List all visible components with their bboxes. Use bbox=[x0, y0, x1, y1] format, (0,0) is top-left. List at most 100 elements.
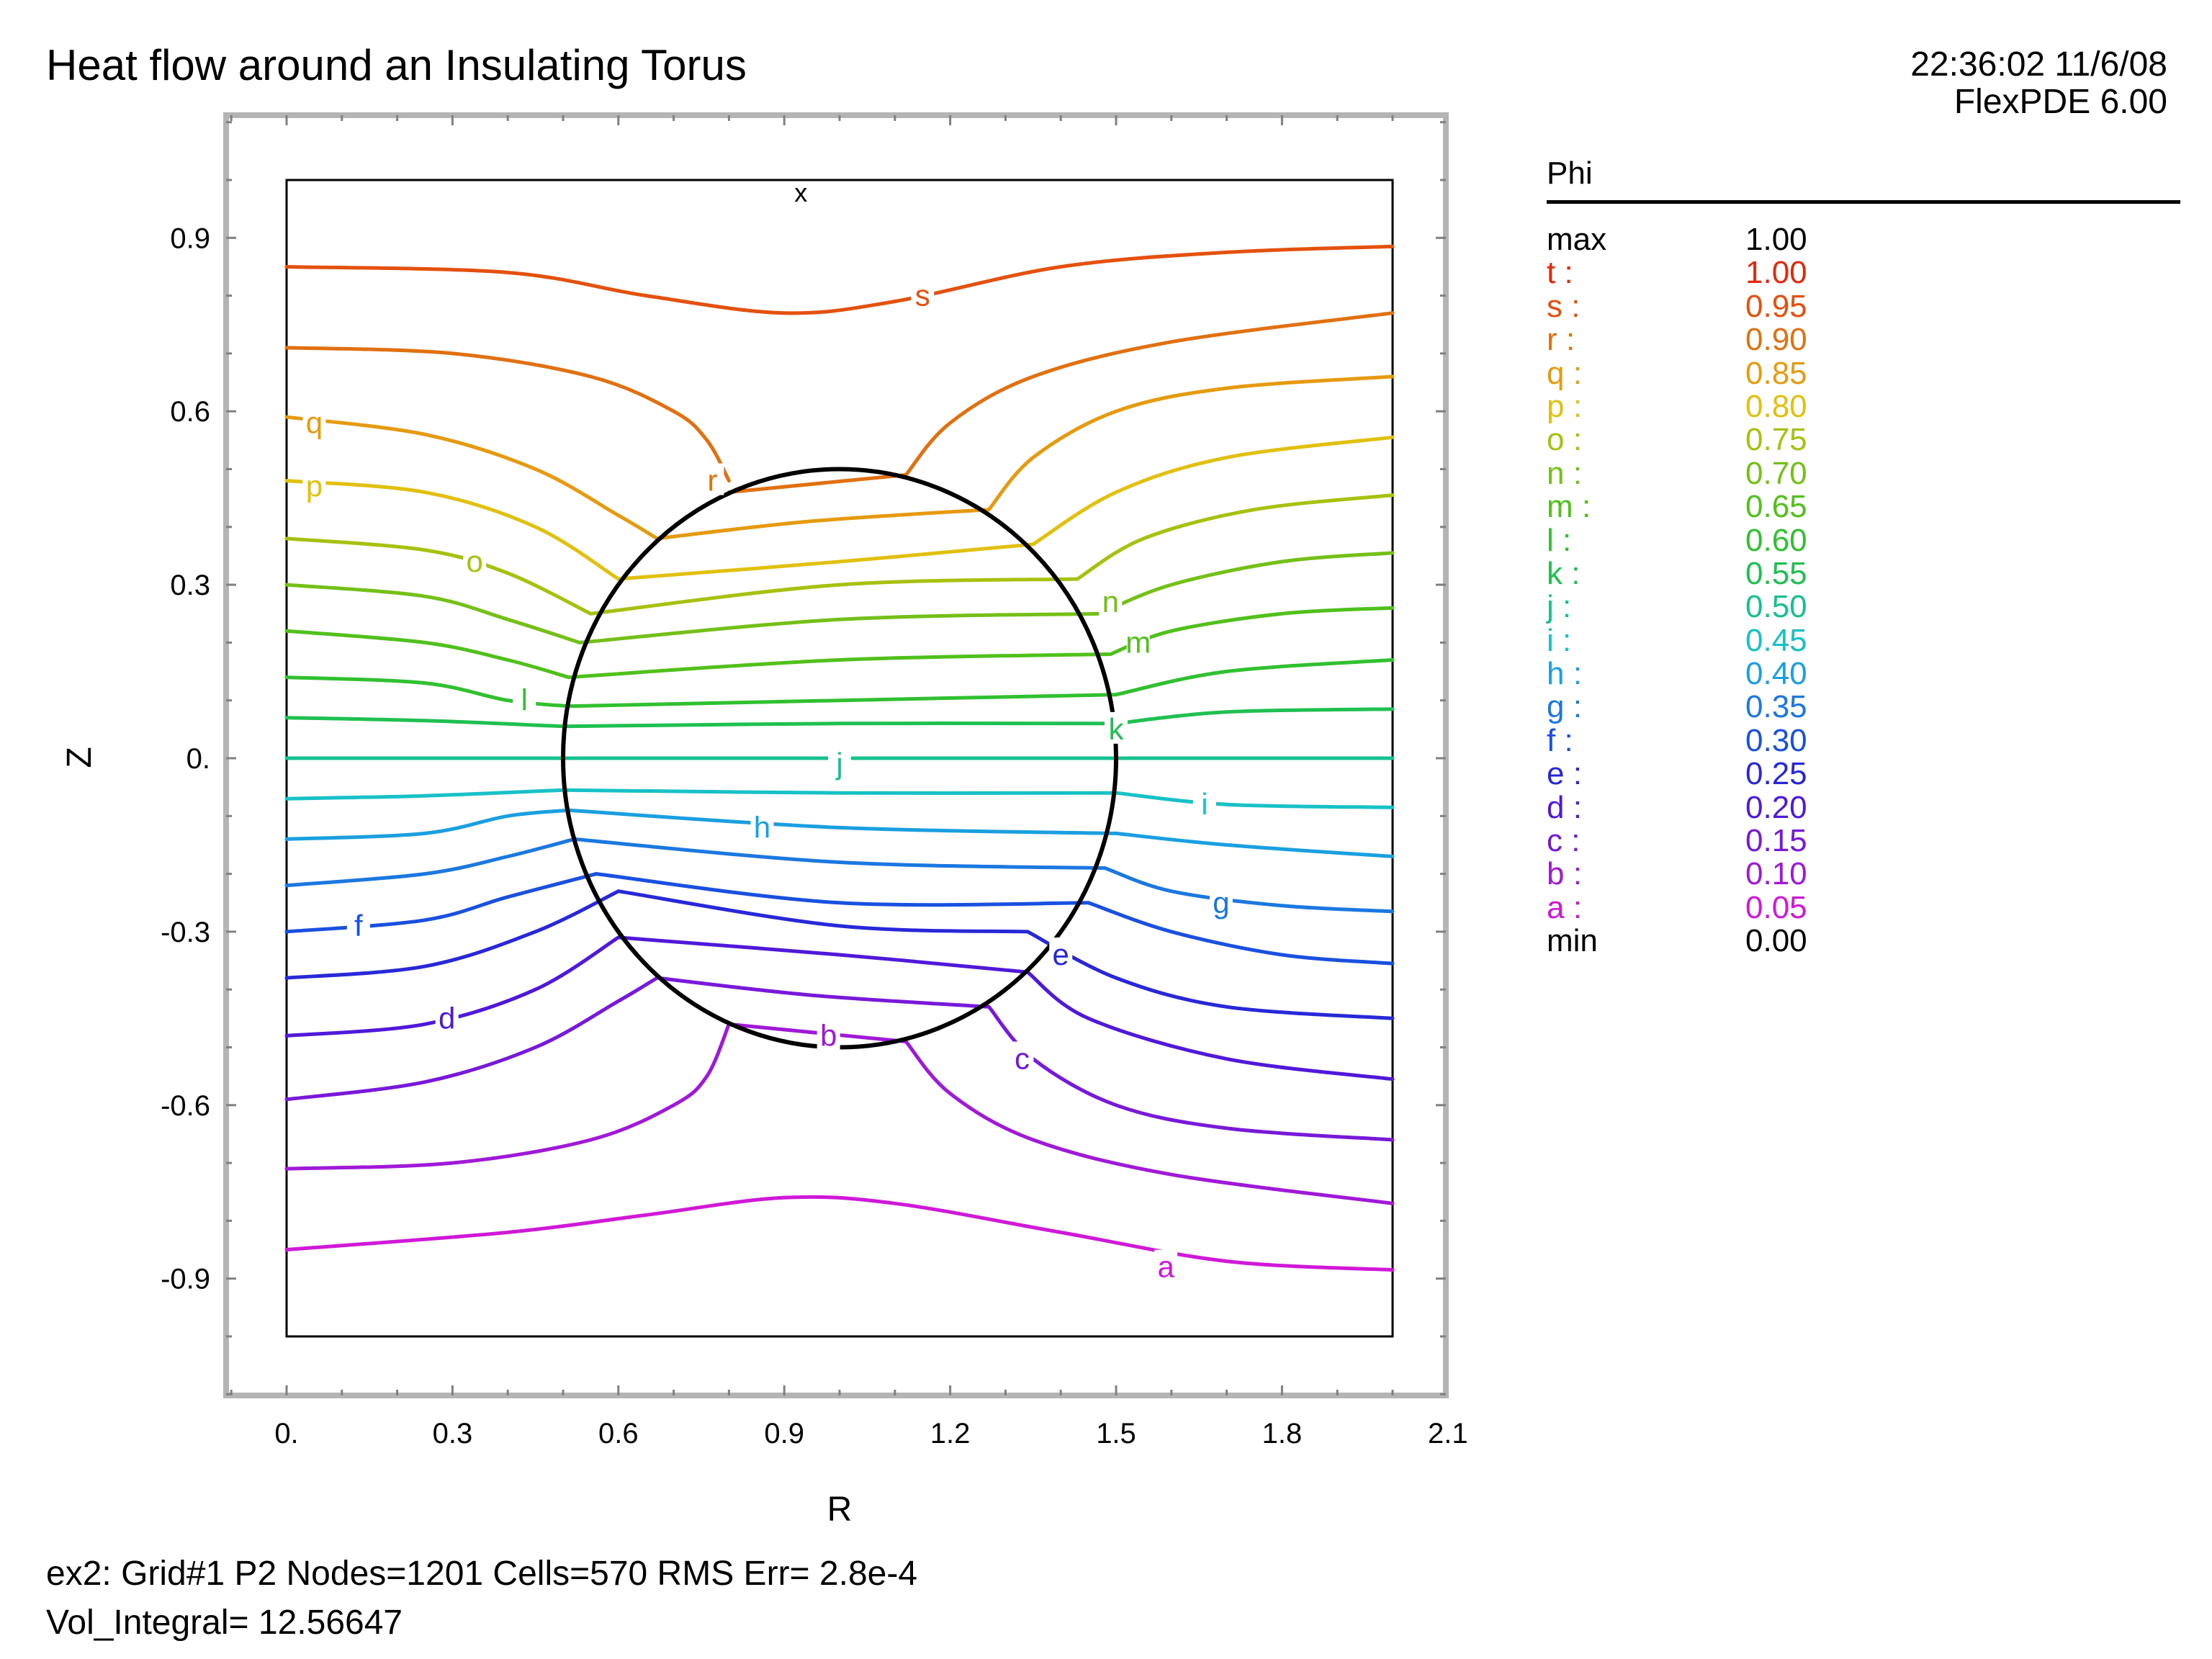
legend-row: k : 0.55 bbox=[1547, 557, 2180, 590]
contour-label-background bbox=[435, 1001, 459, 1033]
legend-value: 0.10 bbox=[1745, 856, 1807, 892]
legend-value: 1.00 bbox=[1745, 255, 1807, 291]
run-info: ex2: Grid#1 P2 Nodes=1201 Cells=570 RMS … bbox=[46, 1555, 918, 1593]
contour-line-k bbox=[1114, 707, 1395, 726]
contour-label-p: p bbox=[306, 469, 323, 503]
legend-label: i : bbox=[1547, 622, 1572, 658]
legend-label: h : bbox=[1547, 656, 1582, 692]
legend-label: m : bbox=[1547, 489, 1591, 525]
legend-value: 0.50 bbox=[1745, 589, 1807, 625]
outer-plot-frame bbox=[223, 112, 1449, 1398]
max-marker: x bbox=[794, 178, 807, 207]
contour-label-r: r bbox=[707, 464, 717, 498]
contour-line-c bbox=[655, 976, 991, 1009]
contour-label-background bbox=[463, 544, 487, 576]
y-tick-label: 0.6 bbox=[170, 396, 210, 428]
contour-label-l: l bbox=[521, 683, 528, 717]
contour-line-n bbox=[577, 611, 1102, 644]
x-axis-label: R bbox=[827, 1491, 853, 1529]
legend-label: f : bbox=[1547, 722, 1573, 758]
contour-line-q bbox=[986, 374, 1395, 512]
contour-line-h bbox=[284, 808, 571, 841]
contour-label-background bbox=[701, 463, 724, 495]
legend-row: g : 0.35 bbox=[1547, 691, 2180, 724]
legend-value: 0.25 bbox=[1745, 756, 1807, 792]
contour-line-e bbox=[284, 889, 621, 980]
y-axis-label: Z bbox=[60, 747, 99, 768]
contour-line-f bbox=[284, 872, 598, 934]
contour-label-q: q bbox=[306, 405, 323, 439]
contour-line-s bbox=[284, 244, 1395, 315]
legend: max 1.00 t : 1.00 s : 0.95 r : 0.90 q : 0.85 p : 0.… bbox=[1547, 223, 2180, 958]
legend-value: 0.45 bbox=[1745, 622, 1807, 658]
legend-value: 0.00 bbox=[1745, 923, 1807, 959]
contour-label-background bbox=[828, 747, 851, 779]
contour-label-b: b bbox=[820, 1018, 837, 1052]
contour-line-r bbox=[727, 473, 908, 495]
legend-value: 0.20 bbox=[1745, 789, 1807, 825]
legend-row: q : 0.85 bbox=[1547, 356, 2180, 390]
contour-line-b bbox=[904, 1040, 1395, 1205]
legend-label: p : bbox=[1547, 388, 1582, 424]
legend-label: b : bbox=[1547, 856, 1582, 892]
contour-label-background bbox=[1126, 625, 1150, 657]
page-title: Heat flow around an Insulating Torus bbox=[46, 41, 747, 89]
x-tick-label: 1.2 bbox=[930, 1418, 971, 1449]
contour-label-j: j bbox=[835, 747, 842, 781]
legend-value: 0.70 bbox=[1745, 455, 1807, 491]
x-tick-label: 0.6 bbox=[598, 1418, 639, 1449]
legend-value: 0.95 bbox=[1745, 288, 1807, 324]
contour-line-r bbox=[904, 311, 1395, 477]
contour-line-f bbox=[594, 872, 1091, 907]
legend-value: 1.00 bbox=[1745, 222, 1807, 257]
legend-value: 0.55 bbox=[1745, 555, 1807, 591]
legend-label: n : bbox=[1547, 455, 1582, 491]
volume-integral: Vol_Integral= 12.56647 bbox=[46, 1604, 403, 1642]
contour-label-h: h bbox=[754, 810, 770, 844]
contour-label-background bbox=[1049, 938, 1073, 970]
contour-line-d bbox=[284, 935, 621, 1038]
legend-row: t : 1.00 bbox=[1547, 256, 2180, 289]
legend-value: 0.15 bbox=[1745, 823, 1807, 859]
contour-line-e bbox=[616, 889, 1030, 934]
x-tick-label: 0. bbox=[274, 1418, 298, 1449]
legend-row: p : 0.80 bbox=[1547, 390, 2180, 423]
y-tick-label: -0.3 bbox=[161, 917, 210, 948]
contour-labels: s r qp o nm l k j i h g f e d c b a bbox=[302, 278, 1233, 1284]
contour-label-o: o bbox=[466, 544, 482, 578]
contour-line-l bbox=[284, 675, 571, 709]
contour-line-c bbox=[284, 976, 660, 1102]
contour-label-background bbox=[513, 683, 536, 715]
legend-title: Phi bbox=[1547, 156, 1593, 191]
contour-line-i bbox=[1114, 791, 1395, 809]
contour-label-background bbox=[1010, 1041, 1034, 1074]
legend-value: 0.75 bbox=[1745, 422, 1807, 458]
contour-label-n: n bbox=[1102, 585, 1119, 619]
x-tick-label: 0.9 bbox=[764, 1418, 804, 1449]
contour-label-i: i bbox=[1201, 787, 1208, 821]
software-version: FlexPDE 6.00 bbox=[1954, 83, 2167, 121]
contour-line-o bbox=[284, 536, 593, 616]
legend-label: t : bbox=[1547, 255, 1573, 291]
legend-label: l : bbox=[1547, 522, 1572, 558]
contour-line-k bbox=[284, 716, 565, 729]
legend-row: s : 0.95 bbox=[1547, 288, 2180, 324]
contour-line-m bbox=[567, 652, 1112, 680]
legend-row: i : 0.45 bbox=[1547, 624, 2180, 657]
y-tick-label: -0.9 bbox=[161, 1264, 210, 1295]
contour-line-l bbox=[1114, 658, 1395, 697]
contour-line-o bbox=[588, 577, 1079, 616]
contour-line-l bbox=[567, 693, 1118, 709]
contour-label-d: d bbox=[439, 1001, 455, 1035]
legend-row: b : 0.10 bbox=[1547, 858, 2180, 891]
legend-row: d : 0.20 bbox=[1547, 791, 2180, 824]
contour-label-background bbox=[302, 405, 326, 438]
legend-value: 0.65 bbox=[1745, 489, 1807, 525]
contour-line-p bbox=[616, 542, 1035, 581]
contour-line-m bbox=[1108, 606, 1395, 656]
legend-row: f : 0.30 bbox=[1547, 724, 2180, 757]
contour-label-c: c bbox=[1015, 1042, 1030, 1076]
contour-line-i bbox=[561, 788, 1118, 795]
contour-line-o bbox=[1075, 493, 1395, 581]
